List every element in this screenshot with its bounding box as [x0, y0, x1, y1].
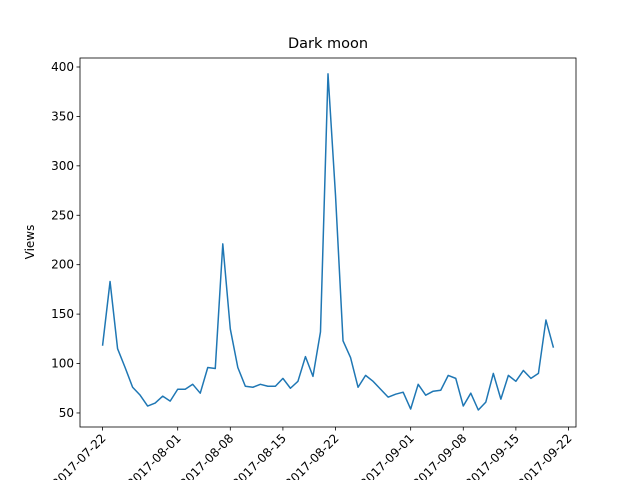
- chart-title: Dark moon: [288, 36, 368, 52]
- y-tick-label: 150: [51, 307, 74, 321]
- y-tick-label: 200: [51, 258, 74, 272]
- x-tick-label: 2017-08-15: [230, 431, 289, 480]
- plot-frame: [79, 57, 577, 428]
- y-tick-label: 100: [51, 357, 74, 371]
- y-tick-label: 250: [51, 208, 74, 222]
- x-tick-label: 2017-07-22: [49, 431, 108, 480]
- x-tick-label: 2017-09-22: [515, 431, 574, 480]
- y-tick-label: 350: [51, 109, 74, 123]
- y-tick-label: 50: [59, 406, 74, 420]
- y-tick-label: 300: [51, 159, 74, 173]
- data-line: [101, 73, 555, 411]
- x-tick-label: 2017-09-08: [410, 431, 469, 480]
- x-tick-label: 2017-08-22: [282, 431, 341, 480]
- y-axis-label: Views: [23, 225, 37, 260]
- x-tick-label: 2017-09-01: [358, 431, 417, 480]
- x-tick-label: 2017-08-01: [125, 431, 184, 480]
- x-tick-label: 2017-08-08: [177, 431, 236, 480]
- y-tick-label: 400: [51, 60, 74, 74]
- x-tick-label: 2017-09-15: [463, 431, 522, 480]
